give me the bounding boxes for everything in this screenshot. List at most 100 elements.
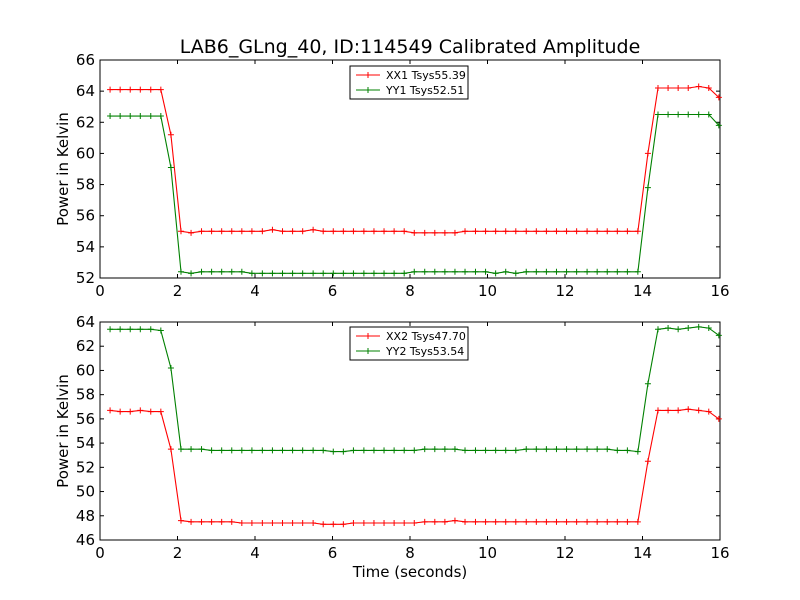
top-x-tick-label: 10 <box>478 282 497 300</box>
bottom-x-tick-label: 10 <box>478 544 497 562</box>
bottom-series-1-marker <box>218 518 225 525</box>
bottom-series-2-marker <box>157 327 164 334</box>
bottom-series-1-marker <box>248 520 255 527</box>
bottom-series-2-marker <box>401 447 408 454</box>
bottom-y-tick-label: 52 <box>76 458 95 476</box>
top-series-2-marker <box>675 111 682 118</box>
bottom-series-1-marker <box>127 408 134 415</box>
bottom-series-1-marker <box>198 518 205 525</box>
top-legend-marker-2 <box>365 87 371 93</box>
bottom-series-1-marker <box>391 520 398 527</box>
bottom-series-2-marker <box>137 326 144 333</box>
bottom-series-2-marker <box>523 446 530 453</box>
bottom-series-1-marker <box>320 521 327 528</box>
top-y-tick-label: 52 <box>76 269 95 287</box>
bottom-series-1-marker <box>137 407 144 414</box>
bottom-legend-marker-2 <box>365 348 371 354</box>
bottom-x-tick-label: 4 <box>250 544 260 562</box>
bottom-y-tick-label: 64 <box>76 313 95 331</box>
top-series-2-marker <box>279 270 286 277</box>
top-series-2-marker <box>533 268 540 275</box>
top-series-1-marker <box>451 229 458 236</box>
top-series-1-marker <box>533 228 540 235</box>
top-series-1-marker <box>655 85 661 92</box>
top-series-1-marker <box>381 228 388 235</box>
bottom-series-2-marker <box>360 447 367 454</box>
top-x-tick-label: 0 <box>95 282 105 300</box>
top-series-2-marker <box>584 268 591 275</box>
bottom-series-2-marker <box>553 446 560 453</box>
top-series-2-marker <box>208 268 215 275</box>
bottom-series-2-marker <box>208 447 215 454</box>
top-series-1-marker <box>715 94 722 101</box>
bottom-y-tick-label: 62 <box>76 337 95 355</box>
bottom-series-1-marker <box>279 520 286 527</box>
bottom-series-1-marker <box>431 518 438 525</box>
top-series-1-marker <box>177 228 184 235</box>
top-series-1-marker <box>117 86 124 93</box>
bottom-x-tick-label: 8 <box>405 544 415 562</box>
top-series-1-marker <box>665 85 672 92</box>
bottom-series-2-marker <box>543 446 550 453</box>
top-series-2-marker <box>157 113 164 120</box>
top-series-2-marker <box>320 270 327 277</box>
bottom-series-2-marker <box>482 447 489 454</box>
top-series-1-marker <box>512 228 519 235</box>
top-series-1-marker <box>137 86 144 93</box>
bottom-series-1-marker <box>685 406 692 413</box>
bottom-series-1-marker <box>472 518 479 525</box>
top-y-tick-label: 64 <box>76 82 95 100</box>
top-series-1-marker <box>188 229 195 236</box>
bottom-series-1-marker <box>614 518 621 525</box>
bottom-series-1-marker <box>370 520 377 527</box>
top-series-2-marker <box>543 268 550 275</box>
bottom-legend-label-1: XX2 Tsys47.70 <box>386 330 466 343</box>
top-legend-label-1: XX1 Tsys55.39 <box>386 69 466 82</box>
top-series-2-marker <box>350 270 357 277</box>
top-series-2-marker <box>715 122 722 129</box>
bottom-series-1-marker <box>655 407 661 414</box>
top-series-2-marker <box>451 268 458 275</box>
top-series-1-marker <box>107 86 114 93</box>
bottom-series-2-marker <box>177 446 184 453</box>
top-series-2-marker <box>431 268 438 275</box>
bottom-series-2-marker <box>107 326 114 333</box>
top-series-2-marker <box>441 268 448 275</box>
top-series-1-marker <box>269 226 276 233</box>
bottom-x-tick-label: 2 <box>173 544 183 562</box>
top-legend-label-2: YY1 Tsys52.51 <box>385 84 464 97</box>
top-series-2-marker <box>614 268 621 275</box>
top-series-2-marker <box>705 111 712 118</box>
top-y-tick-label: 60 <box>76 144 95 162</box>
top-series-1-marker <box>594 228 601 235</box>
top-series-2-marker <box>401 270 408 277</box>
bottom-series-1-marker <box>634 518 641 525</box>
top-series-2-marker <box>228 268 235 275</box>
bottom-x-tick-label: 0 <box>95 544 105 562</box>
top-series-1-marker <box>624 228 631 235</box>
bottom-y-tick-label: 56 <box>76 410 95 428</box>
top-series-2-marker <box>502 268 509 275</box>
bottom-series-2-marker <box>248 447 255 454</box>
top-series-1-marker <box>340 228 347 235</box>
bottom-series-2-marker <box>451 446 458 453</box>
top-series-2-marker <box>218 268 225 275</box>
bottom-series-2-marker <box>330 448 337 455</box>
bottom-series-1-marker <box>117 408 124 415</box>
bottom-series-2-marker <box>259 447 266 454</box>
top-series-2-marker <box>198 268 205 275</box>
top-y-axis-label: Power in Kelvin <box>54 112 72 226</box>
bottom-series-1-marker <box>289 520 296 527</box>
top-series-1-marker <box>543 228 550 235</box>
top-series-2-marker <box>238 268 245 275</box>
top-series-1-marker <box>289 228 296 235</box>
top-series-2-marker <box>553 268 560 275</box>
top-series-1-marker <box>441 229 448 236</box>
top-series-2-marker <box>299 270 306 277</box>
bottom-y-tick-label: 46 <box>76 531 95 549</box>
bottom-series-2-marker <box>198 446 205 453</box>
bottom-y-axis-label: Power in Kelvin <box>54 374 72 488</box>
top-series-1-marker <box>330 228 337 235</box>
top-series-1-marker <box>401 228 408 235</box>
bottom-series-1-marker <box>533 518 540 525</box>
